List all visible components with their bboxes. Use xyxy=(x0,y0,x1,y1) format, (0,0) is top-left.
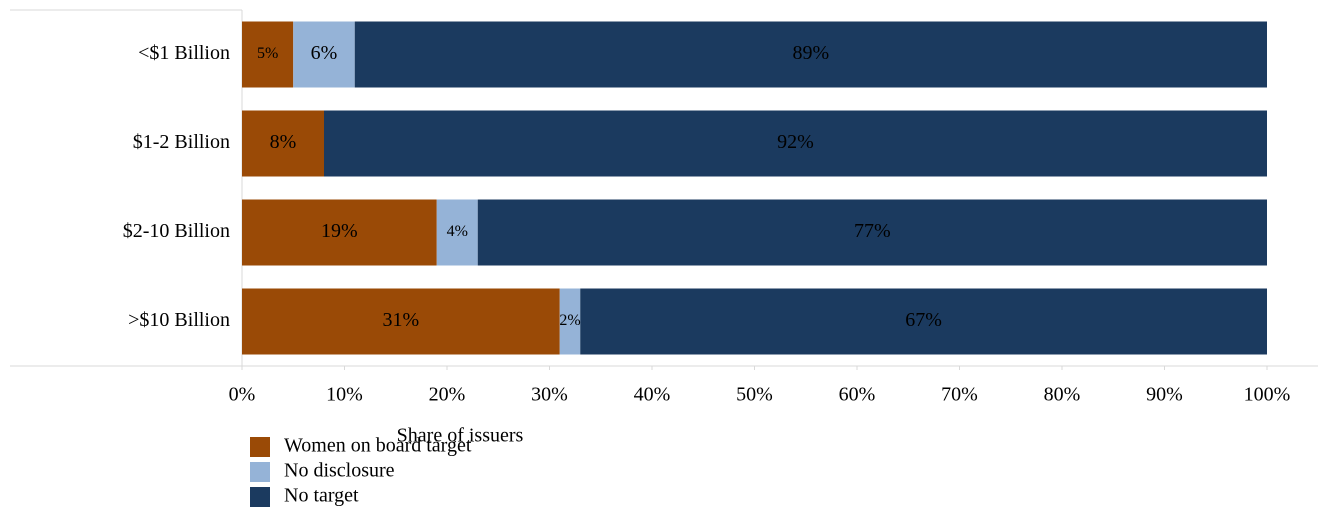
x-tick-label: 100% xyxy=(1244,384,1291,406)
x-tick-label: 60% xyxy=(839,384,876,406)
x-tick-label: 0% xyxy=(229,384,256,406)
data-label: 67% xyxy=(905,309,942,331)
data-label: 5% xyxy=(257,45,278,62)
x-axis-label: Share of issuers xyxy=(397,425,524,447)
data-label: 31% xyxy=(383,309,420,331)
data-label: 2% xyxy=(559,312,580,329)
x-tick-label: 20% xyxy=(429,384,466,406)
y-tick-label: >$10 Billion xyxy=(128,309,230,331)
bar-segment xyxy=(242,21,294,88)
legend-label: No target xyxy=(284,485,359,507)
bar-segment xyxy=(242,288,560,355)
legend-swatch xyxy=(250,462,270,482)
bar-segment xyxy=(242,110,324,177)
bar-segment xyxy=(354,21,1267,88)
x-tick-label: 70% xyxy=(941,384,978,406)
legend-swatch xyxy=(250,487,270,507)
x-tick-label: 50% xyxy=(736,384,773,406)
legend-label: Women on board target xyxy=(284,435,472,457)
y-tick-label: $1-2 Billion xyxy=(133,131,230,153)
y-tick-label: <$1 Billion xyxy=(138,42,230,64)
legend-swatch xyxy=(250,437,270,457)
legend-label: No disclosure xyxy=(284,460,395,482)
x-tick-label: 90% xyxy=(1146,384,1183,406)
data-label: 92% xyxy=(777,131,814,153)
bar-segment xyxy=(324,110,1267,177)
bar-segment xyxy=(436,199,478,266)
bar-segment xyxy=(242,199,437,266)
data-label: 8% xyxy=(270,131,297,153)
data-label: 19% xyxy=(321,220,358,242)
x-tick-label: 10% xyxy=(326,384,363,406)
y-tick-label: $2-10 Billion xyxy=(123,220,230,242)
x-tick-label: 40% xyxy=(634,384,671,406)
x-tick-label: 30% xyxy=(531,384,568,406)
data-label: 4% xyxy=(447,223,468,240)
data-label: 77% xyxy=(854,220,891,242)
bar-segment xyxy=(580,288,1267,355)
data-label: 89% xyxy=(793,42,830,64)
x-tick-label: 80% xyxy=(1044,384,1081,406)
bar-segment xyxy=(477,199,1267,266)
bar-segment xyxy=(293,21,355,88)
data-label: 6% xyxy=(311,42,338,64)
bar-segment xyxy=(559,288,581,355)
